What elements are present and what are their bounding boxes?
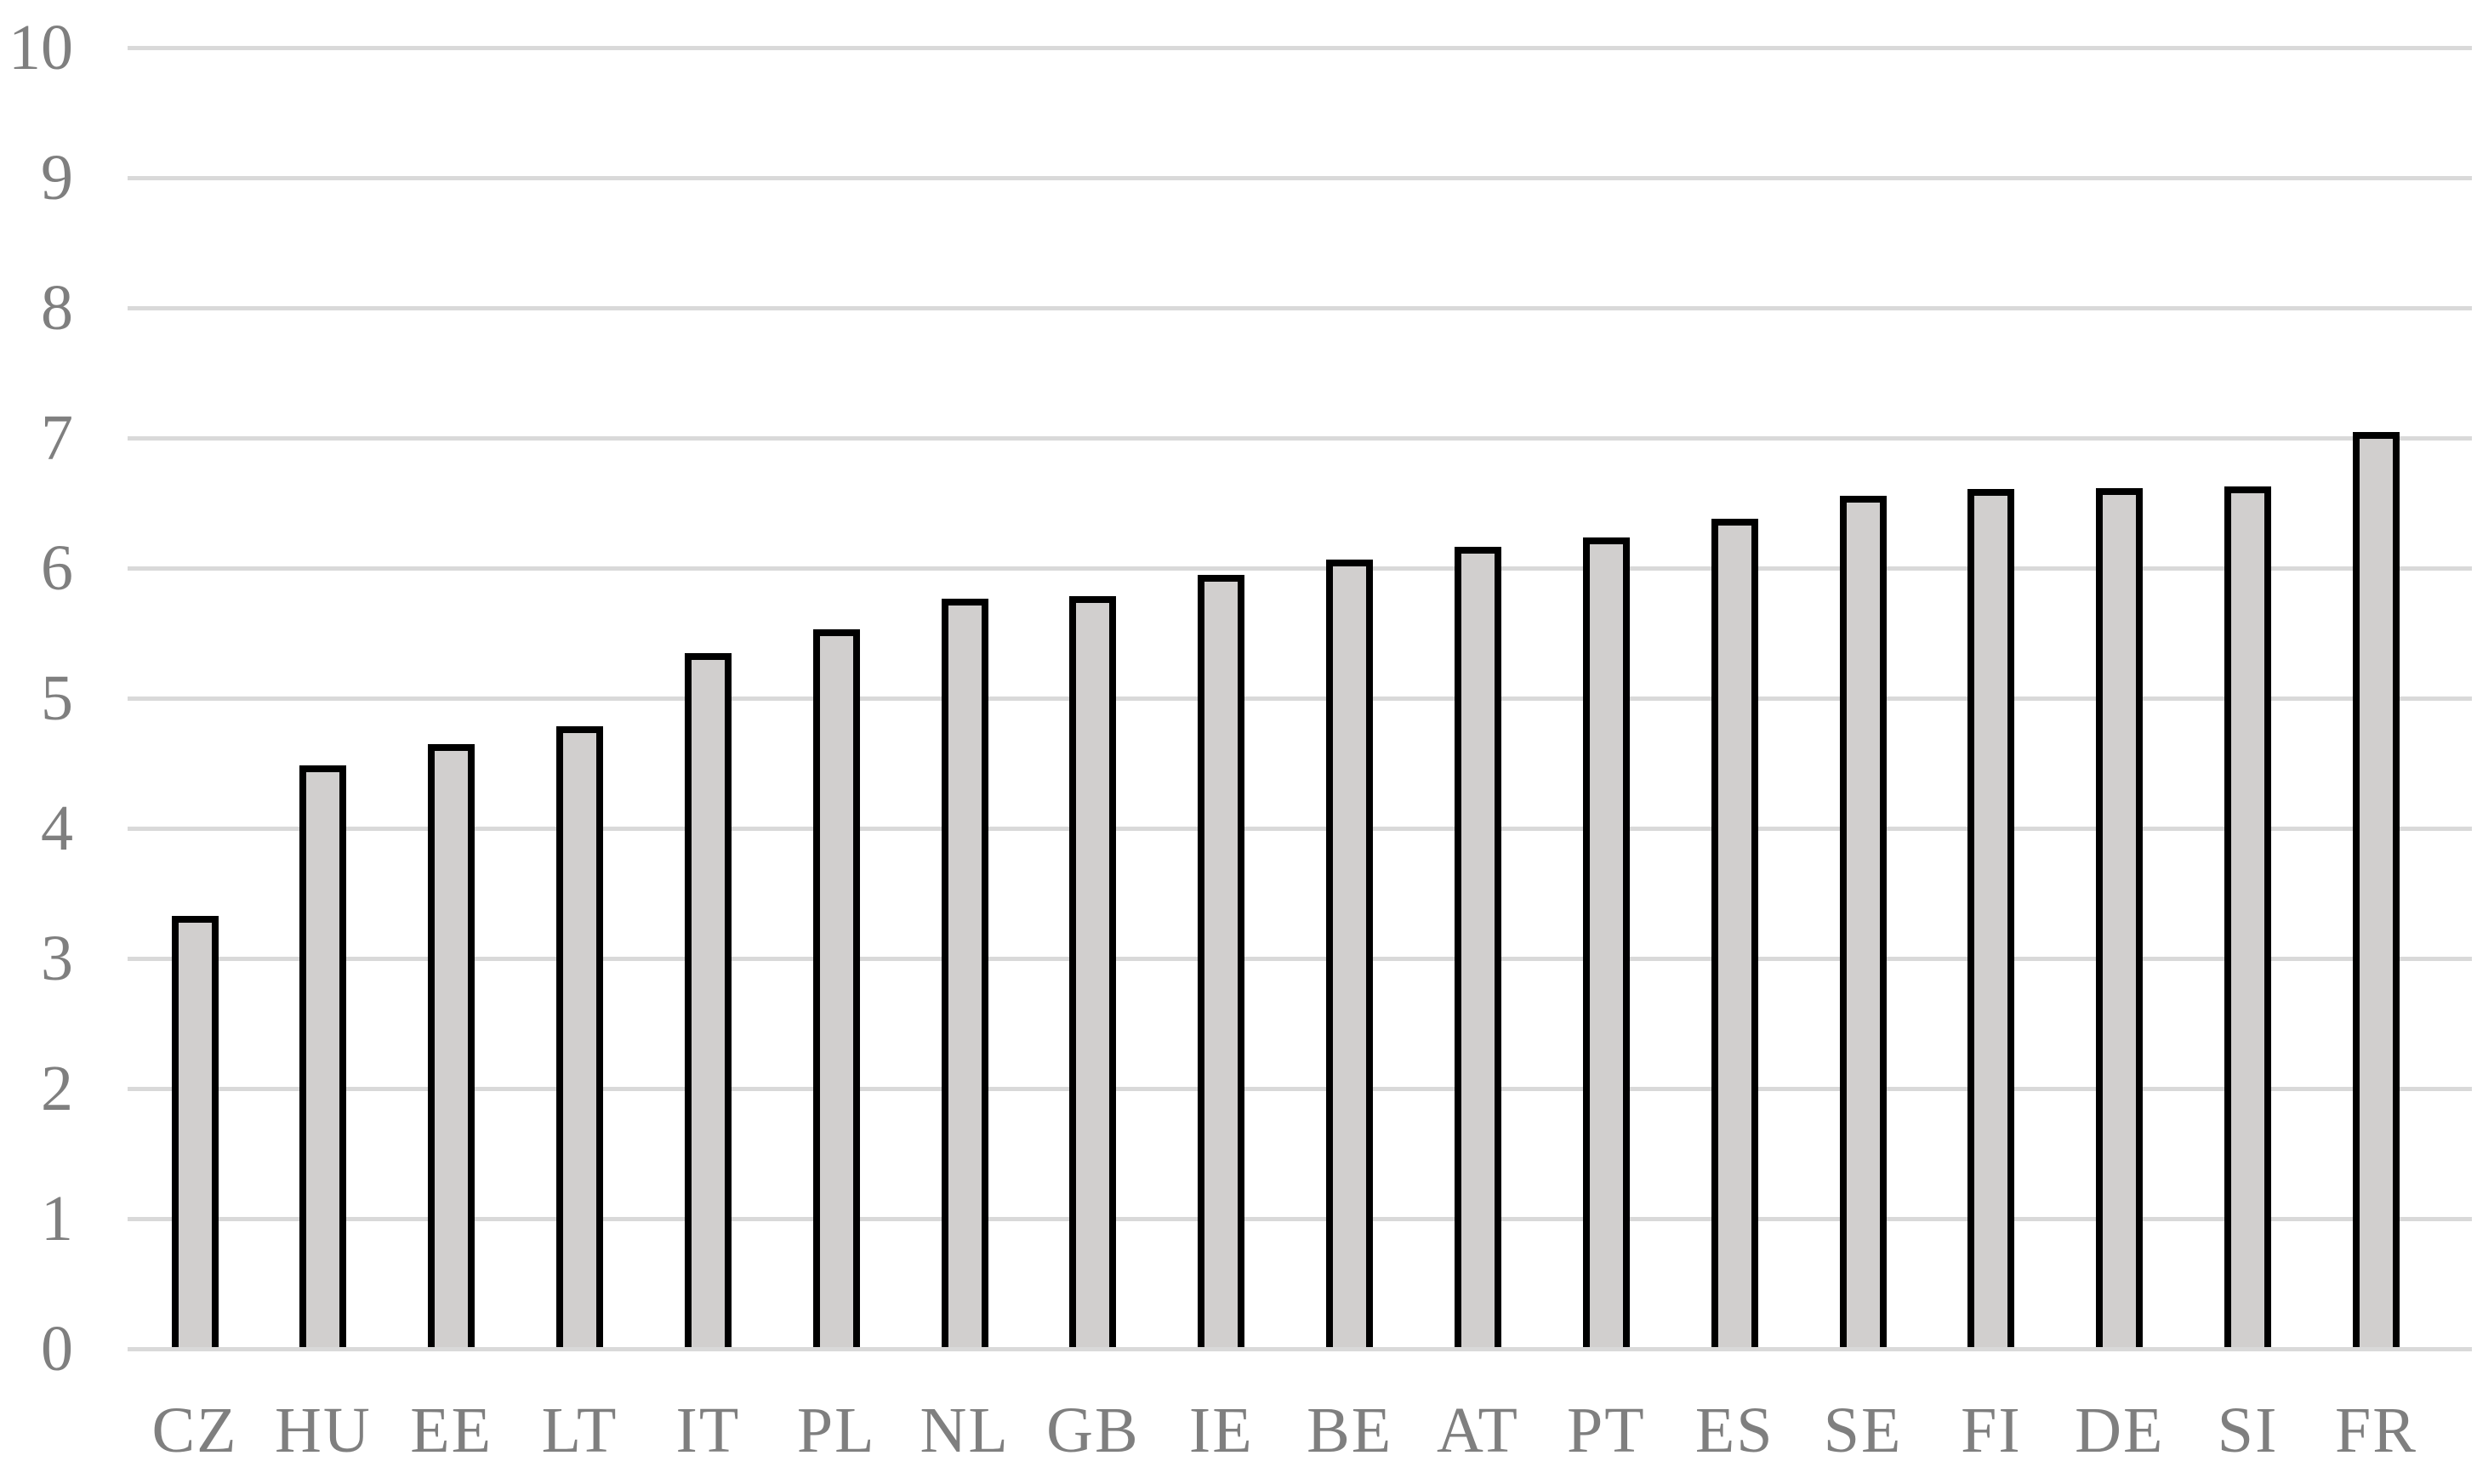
y-axis-tick-label-4: 4 xyxy=(41,793,73,864)
gridline-y-5 xyxy=(128,697,2472,701)
y-axis-tick-label-9: 9 xyxy=(41,142,73,213)
y-axis-tick-label-3: 3 xyxy=(41,923,73,994)
bar-IE xyxy=(1198,575,1245,1349)
bar-FI xyxy=(1967,489,2015,1349)
x-axis-label-ES: ES xyxy=(1694,1395,1774,1466)
bar-ES xyxy=(1711,519,1758,1349)
gridline-y-9 xyxy=(128,176,2472,180)
y-axis-tick-label-8: 8 xyxy=(41,272,73,344)
x-axis-label-EE: EE xyxy=(410,1395,493,1466)
bar-NL xyxy=(941,599,988,1349)
bar-IT xyxy=(684,653,732,1349)
x-axis-label-FI: FI xyxy=(1961,1395,2022,1466)
x-axis-label-PL: PL xyxy=(796,1395,876,1466)
gridline-y-1 xyxy=(128,1217,2472,1221)
bar-HU xyxy=(299,765,347,1349)
y-axis-tick-label-10: 10 xyxy=(9,12,73,83)
bar-GB xyxy=(1069,596,1117,1349)
bar-CZ xyxy=(171,916,219,1349)
gridline-y-4 xyxy=(128,827,2472,831)
bar-PT xyxy=(1582,537,1630,1349)
gridline-y-7 xyxy=(128,436,2472,441)
gridline-y-8 xyxy=(128,306,2472,310)
x-axis-label-SI: SI xyxy=(2217,1395,2279,1466)
bar-DE xyxy=(2096,488,2144,1349)
x-axis-label-AT: AT xyxy=(1437,1395,1519,1466)
bar-AT xyxy=(1455,547,1501,1349)
x-axis-label-IT: IT xyxy=(675,1395,741,1466)
y-axis-tick-label-6: 6 xyxy=(41,532,73,604)
x-axis-line xyxy=(128,1347,2472,1351)
bar-EE xyxy=(428,744,475,1349)
y-axis-tick-label-5: 5 xyxy=(41,662,73,734)
gridline-y-3 xyxy=(128,957,2472,961)
y-axis-tick-label-1: 1 xyxy=(41,1183,73,1254)
x-axis-label-CZ: CZ xyxy=(151,1395,238,1466)
gridline-y-2 xyxy=(128,1087,2472,1091)
y-axis-tick-label-7: 7 xyxy=(41,402,73,474)
x-axis-label-GB: GB xyxy=(1046,1395,1140,1466)
x-axis-label-NL: NL xyxy=(920,1395,1010,1466)
x-axis-label-HU: HU xyxy=(274,1395,372,1466)
bar-BE xyxy=(1326,560,1374,1349)
bar-PL xyxy=(812,629,860,1349)
bar-SI xyxy=(2224,486,2272,1349)
gridline-y-10 xyxy=(128,46,2472,50)
x-axis-label-IE: IE xyxy=(1188,1395,1254,1466)
bar-SE xyxy=(1839,496,1887,1349)
x-axis-label-PT: PT xyxy=(1566,1395,1646,1466)
bar-FR xyxy=(2352,432,2400,1349)
x-axis-label-FR: FR xyxy=(2334,1395,2417,1466)
x-axis-label-BE: BE xyxy=(1307,1395,1393,1466)
gridline-y-6 xyxy=(128,566,2472,571)
y-axis-tick-label-2: 2 xyxy=(41,1053,73,1124)
y-axis-tick-label-0: 0 xyxy=(41,1313,73,1384)
x-axis-label-LT: LT xyxy=(541,1395,618,1466)
bar-LT xyxy=(556,726,604,1349)
x-axis-label-SE: SE xyxy=(1823,1395,1903,1466)
x-axis-label-DE: DE xyxy=(2075,1395,2165,1466)
